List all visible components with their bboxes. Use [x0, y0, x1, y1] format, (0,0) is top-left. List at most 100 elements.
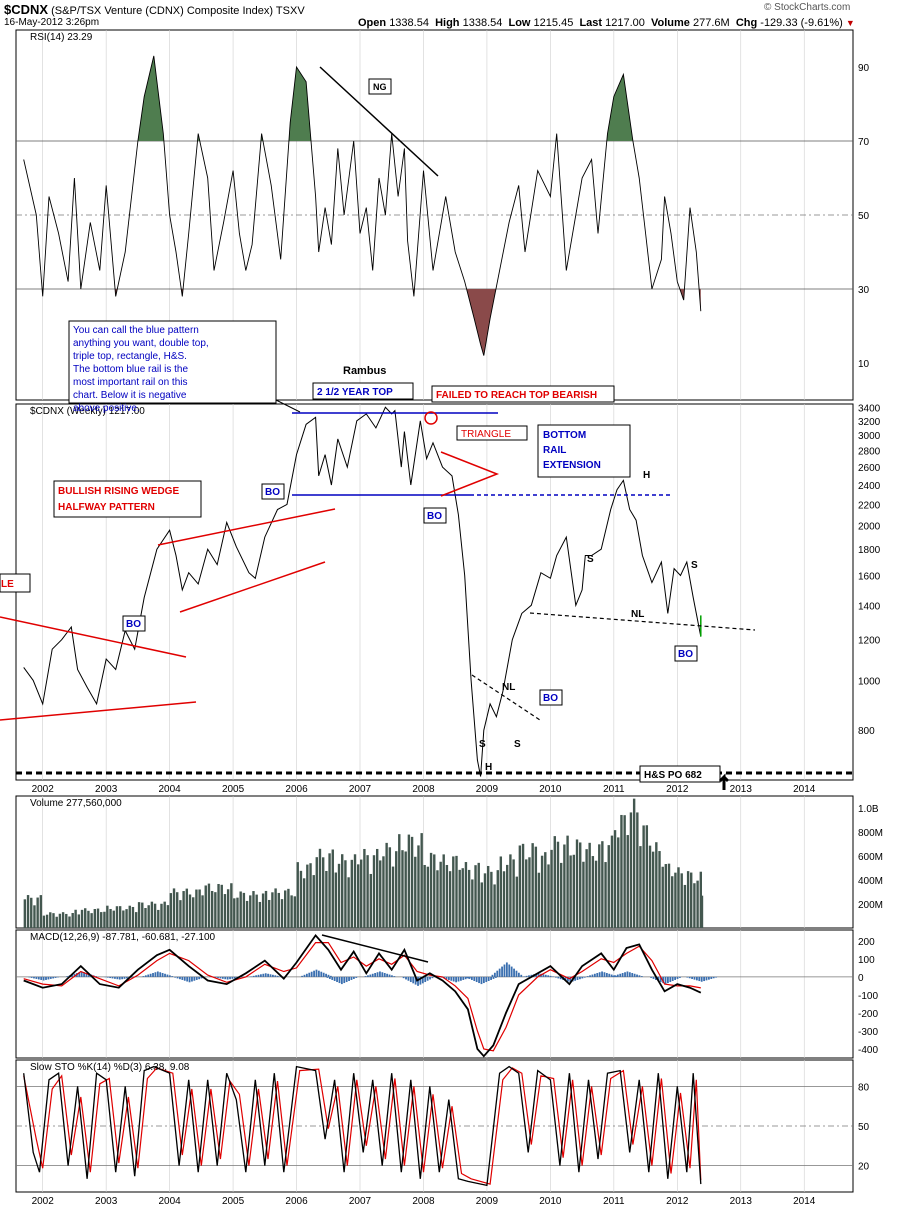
macd-hist-bar	[628, 972, 631, 977]
volume-bar	[264, 890, 268, 928]
volume-bar	[601, 841, 604, 928]
volume-bar	[350, 859, 354, 928]
volume-bar	[550, 849, 553, 928]
volume-bar	[296, 862, 299, 928]
volume-bar	[214, 892, 217, 928]
failed-top-label-box	[431, 385, 615, 403]
macd-hist-bar	[610, 974, 613, 977]
macd-hist-bar	[73, 973, 76, 977]
volume-bar	[33, 905, 36, 928]
volume-bar	[480, 882, 483, 928]
volume-bar	[280, 899, 284, 928]
macd-hist-bar	[313, 970, 315, 977]
macd-hist-bar	[703, 976, 705, 982]
volume-tick-label: 400M	[858, 876, 883, 887]
macd-hist-bar	[513, 968, 515, 977]
volume-bar	[667, 863, 671, 928]
macd-hist-bar	[593, 973, 596, 977]
wedge-label: HALFWAY PATTERN	[58, 502, 155, 513]
volume-bar	[347, 877, 350, 928]
volume-bar	[249, 895, 252, 928]
wedge-label: BULLISH RISING WEDGE	[58, 486, 179, 497]
volume-bar	[318, 848, 322, 928]
macd-hist-bar	[688, 976, 691, 979]
volume-bar	[531, 843, 534, 928]
macd-hist-bar	[45, 976, 47, 980]
failed-top-label: FAILED TO REACH TOP BEARISH	[436, 390, 597, 401]
volume-bar	[477, 862, 480, 928]
volume-bar	[645, 825, 649, 928]
note-text: most important rail on this	[73, 377, 188, 388]
macd-hist-bar	[262, 973, 265, 977]
volume-bar	[252, 891, 255, 928]
volume-bar	[506, 864, 509, 928]
macd-hist-bar	[455, 976, 457, 983]
macd-hist-bar	[54, 976, 57, 978]
macd-hist-bar	[367, 975, 369, 977]
macd-hist-bar	[364, 976, 367, 977]
exchange: TSXV	[275, 5, 305, 17]
macd-hist-bar	[328, 976, 331, 979]
volume-bar	[648, 845, 652, 928]
volume-bar	[112, 910, 115, 928]
stoch-tick-label: 20	[858, 1162, 870, 1173]
x-tick-label: 2008	[412, 1196, 435, 1207]
head-label: H	[485, 762, 492, 773]
macd-hist-bar	[52, 976, 55, 979]
macd-hist-bar	[503, 964, 506, 977]
volume-bar	[642, 825, 645, 928]
volume-bar	[179, 900, 182, 928]
macd-hist-bar	[608, 973, 611, 977]
volume-bar	[464, 862, 468, 928]
neckline-label: NL	[631, 609, 644, 620]
macd-hist-bar	[583, 976, 586, 978]
macd-hist-bar	[510, 966, 513, 977]
bottom-rail-label: EXTENSION	[543, 460, 601, 471]
volume-bar	[150, 901, 154, 928]
macd-hist-bar	[490, 976, 492, 980]
volume-bar	[594, 860, 598, 928]
volume-bar	[122, 910, 125, 928]
price-tick-label: 2600	[858, 463, 881, 474]
macd-hist-bar	[40, 976, 43, 980]
volume-bar	[442, 854, 445, 928]
volume-bar	[210, 890, 214, 928]
macd-hist-bar	[374, 973, 377, 977]
volume-bar	[39, 895, 43, 928]
last-label: Last	[579, 17, 603, 29]
volume-bar	[176, 892, 179, 928]
macd-hist-bar	[475, 976, 478, 983]
macd-hist-bar	[549, 975, 552, 977]
volume-bar	[74, 909, 77, 928]
macd-hist-bar	[149, 973, 152, 977]
volume-bar	[566, 835, 569, 928]
macd-hist-bar	[260, 974, 262, 977]
macd-hist-bar	[130, 976, 133, 978]
macd-hist-bar	[168, 975, 171, 977]
macd-hist-bar	[640, 976, 643, 977]
macd-hist-bar	[274, 975, 277, 977]
macd-hist-bar	[601, 971, 603, 977]
macd-hist-bar	[664, 976, 667, 985]
volume-bar	[344, 860, 347, 928]
volume-bar	[626, 835, 629, 928]
volume-bar	[271, 892, 274, 928]
price-tick-label: 2200	[858, 500, 881, 511]
volume-bar	[268, 899, 271, 928]
bottom-rail-label: BOTTOM	[543, 430, 586, 441]
macd-hist-bar	[308, 972, 311, 977]
volume-bar	[617, 837, 620, 928]
volume-bar	[77, 914, 81, 928]
macd-hist-bar	[315, 969, 318, 977]
volume-bar	[217, 883, 220, 928]
macd-hist-bar	[473, 976, 476, 981]
macd-hist-bar	[118, 976, 121, 980]
volume-bar	[166, 905, 170, 928]
volume-bar	[629, 812, 633, 928]
x-tick-label: 2004	[158, 784, 181, 795]
macd-hist-bar	[612, 976, 614, 977]
volume-bar	[49, 912, 52, 928]
macd-hist-bar	[695, 976, 698, 981]
macd-hist-bar	[409, 976, 412, 983]
macd-hist-bar	[712, 976, 715, 979]
